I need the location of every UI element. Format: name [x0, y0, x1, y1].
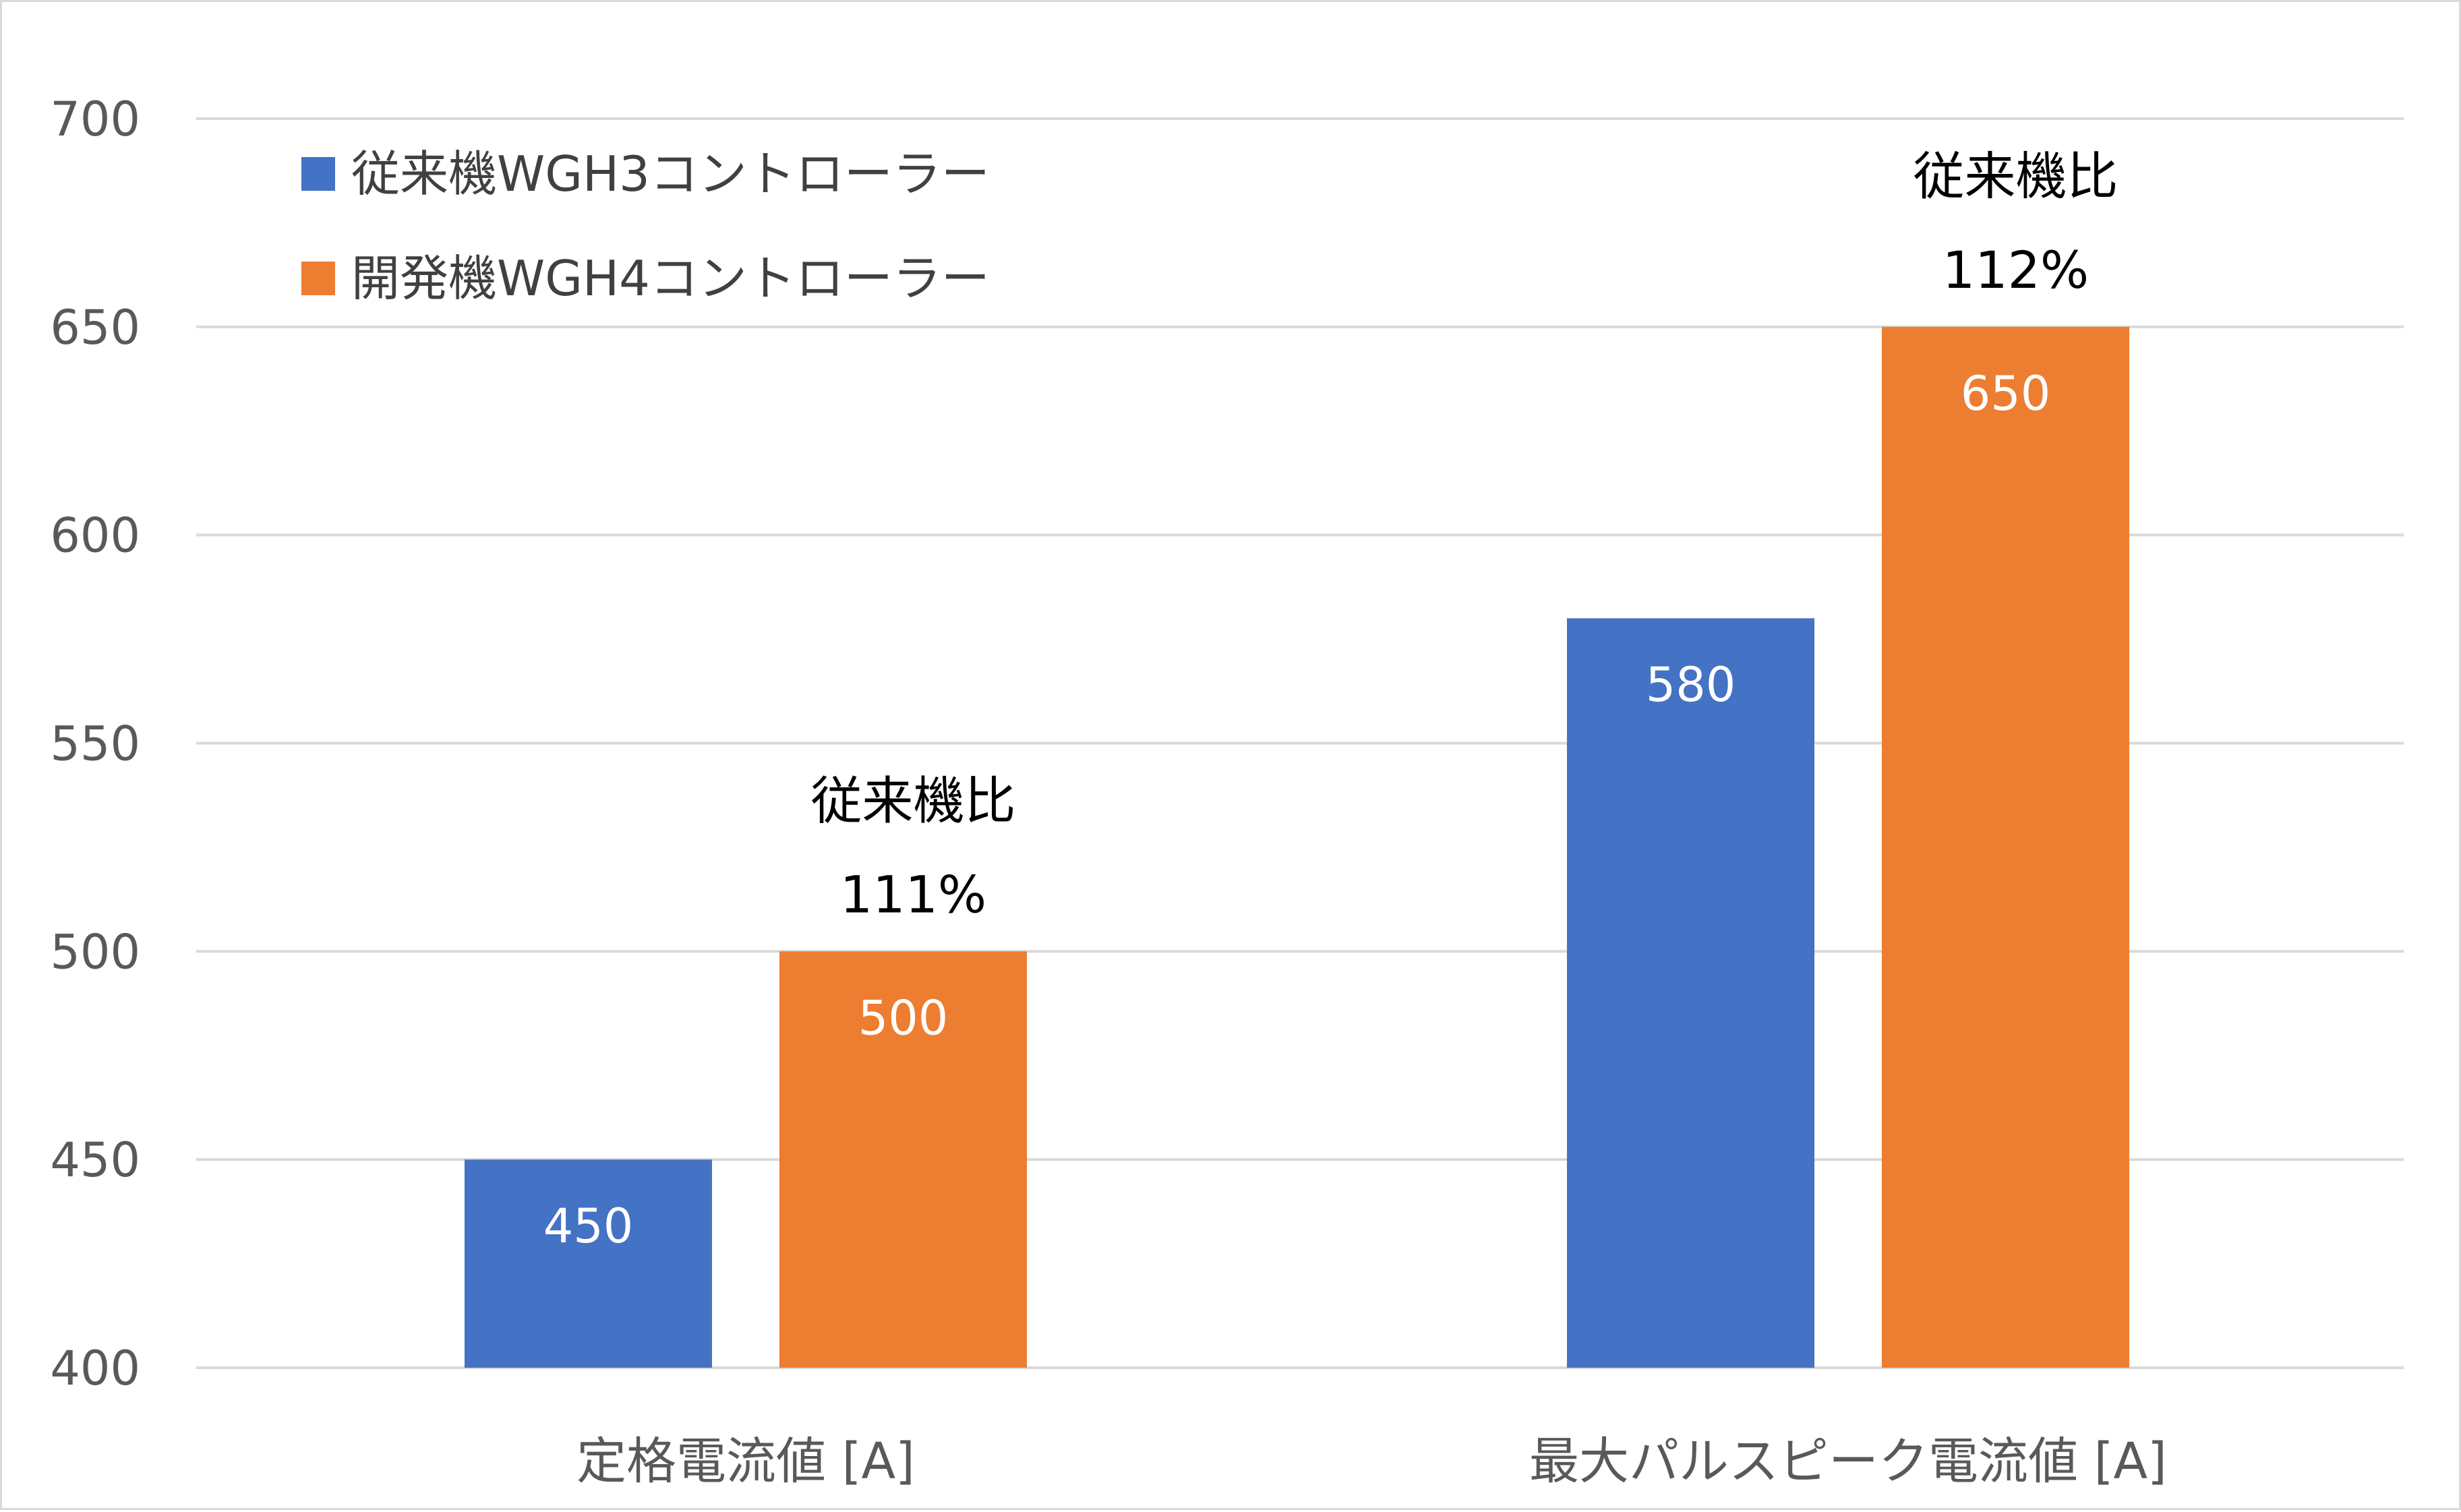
x-category-label: 最大パルスピーク電流値 [A]: [1529, 1432, 2167, 1490]
y-tick-label: 700: [50, 92, 140, 147]
y-tick-label: 500: [50, 924, 140, 979]
annotation-percentage: 111%: [840, 864, 986, 924]
bar-series0-cat0: [465, 1159, 712, 1368]
y-tick-label: 600: [50, 508, 140, 564]
y-tick-label: 550: [50, 717, 140, 772]
bar-series1-cat1: [1882, 326, 2129, 1368]
bar-series1-cat0: [779, 951, 1027, 1368]
annotations: 従来機比 111% 従来機比 112%: [811, 146, 2118, 925]
data-label: 500: [858, 990, 949, 1046]
annotation-percentage: 112%: [1943, 240, 2089, 300]
y-tick-label: 450: [50, 1132, 140, 1188]
bar-series0-cat1: [1567, 618, 1814, 1368]
x-category-label: 定格電流値 [A]: [576, 1432, 915, 1490]
y-tick-label: 650: [50, 300, 140, 355]
legend-swatch: [301, 262, 335, 295]
y-axis-tick-labels: 400 450 500 550 600 650 700: [50, 92, 140, 1396]
data-label: 450: [543, 1199, 634, 1254]
legend-entry-label: 従来機WGH3コントローラー: [351, 146, 990, 202]
data-label: 580: [1646, 657, 1736, 713]
annotation-caption: 従来機比: [811, 770, 1016, 830]
bars: [465, 326, 2129, 1368]
legend-entry-label: 開発機WGH4コントローラー: [351, 250, 990, 307]
data-labels: 450 500 580 650: [543, 366, 2051, 1254]
x-axis-category-labels: 定格電流値 [A] 最大パルスピーク電流値 [A]: [576, 1432, 2167, 1490]
annotation-caption: 従来機比: [1914, 146, 2118, 206]
legend-swatch: [301, 157, 335, 191]
data-label: 650: [1961, 366, 2051, 421]
y-tick-label: 400: [50, 1341, 140, 1396]
